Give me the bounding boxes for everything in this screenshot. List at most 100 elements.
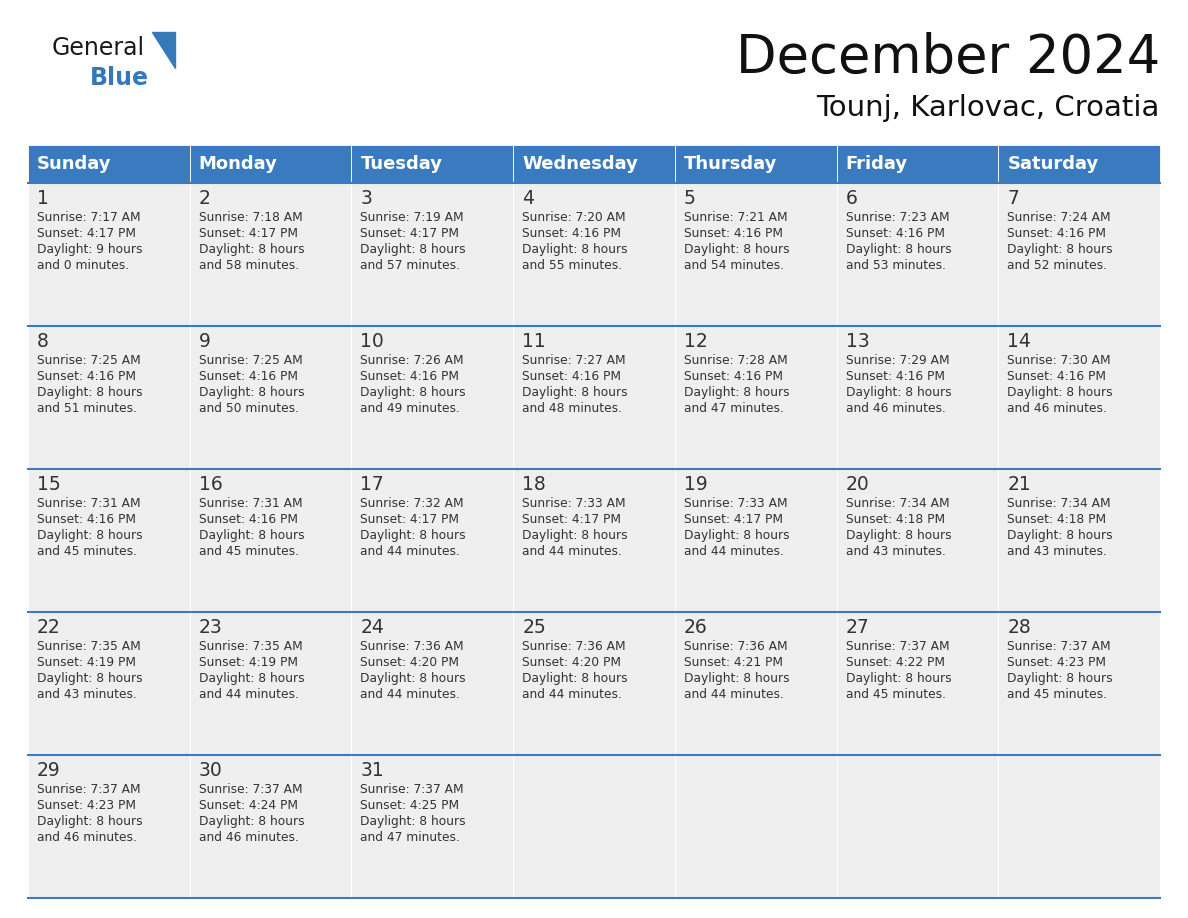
Bar [190,469,352,612]
Text: Sunrise: 7:36 AM: Sunrise: 7:36 AM [684,640,788,653]
Text: 10: 10 [360,332,384,351]
Text: and 44 minutes.: and 44 minutes. [523,545,623,558]
Text: Daylight: 8 hours: Daylight: 8 hours [360,672,466,685]
Text: Sunset: 4:19 PM: Sunset: 4:19 PM [198,656,298,669]
Text: Sunset: 4:17 PM: Sunset: 4:17 PM [523,513,621,526]
Text: Sunrise: 7:33 AM: Sunrise: 7:33 AM [684,497,788,510]
Bar [998,145,1159,183]
Bar [513,145,675,183]
Bar [352,183,513,326]
Text: Sunset: 4:17 PM: Sunset: 4:17 PM [360,513,460,526]
Bar [29,612,190,755]
Text: Sunrise: 7:27 AM: Sunrise: 7:27 AM [523,354,626,367]
Bar [190,755,352,898]
Text: Sunrise: 7:28 AM: Sunrise: 7:28 AM [684,354,788,367]
Text: 22: 22 [37,618,61,637]
Text: Daylight: 8 hours: Daylight: 8 hours [523,529,627,542]
Text: Sunrise: 7:23 AM: Sunrise: 7:23 AM [846,211,949,224]
Text: 4: 4 [523,189,535,208]
Bar [998,755,1159,898]
Text: and 45 minutes.: and 45 minutes. [846,688,946,701]
Text: and 46 minutes.: and 46 minutes. [37,831,137,844]
Text: Daylight: 8 hours: Daylight: 8 hours [523,386,627,399]
Text: and 45 minutes.: and 45 minutes. [37,545,137,558]
Bar [998,183,1159,326]
Bar [190,612,352,755]
Text: Sunset: 4:25 PM: Sunset: 4:25 PM [360,799,460,812]
Text: Wednesday: Wednesday [523,155,638,173]
Text: Sunrise: 7:36 AM: Sunrise: 7:36 AM [523,640,626,653]
Text: Sunrise: 7:33 AM: Sunrise: 7:33 AM [523,497,626,510]
Text: Sunset: 4:16 PM: Sunset: 4:16 PM [360,370,460,383]
Text: Sunrise: 7:30 AM: Sunrise: 7:30 AM [1007,354,1111,367]
Text: Sunrise: 7:34 AM: Sunrise: 7:34 AM [846,497,949,510]
Bar [190,183,352,326]
Text: General: General [52,36,145,60]
Text: 26: 26 [684,618,708,637]
Bar [675,145,836,183]
Text: Sunrise: 7:25 AM: Sunrise: 7:25 AM [198,354,303,367]
Text: and 53 minutes.: and 53 minutes. [846,259,946,272]
Bar [836,183,998,326]
Text: Sunset: 4:16 PM: Sunset: 4:16 PM [198,370,298,383]
Text: Sunset: 4:16 PM: Sunset: 4:16 PM [684,227,783,240]
Text: Sunset: 4:17 PM: Sunset: 4:17 PM [684,513,783,526]
Text: Daylight: 8 hours: Daylight: 8 hours [198,243,304,256]
Bar [29,469,190,612]
Text: Monday: Monday [198,155,278,173]
Text: Sunrise: 7:37 AM: Sunrise: 7:37 AM [360,783,465,796]
Text: and 44 minutes.: and 44 minutes. [198,688,298,701]
Text: Sunset: 4:16 PM: Sunset: 4:16 PM [37,513,135,526]
Text: and 45 minutes.: and 45 minutes. [1007,688,1107,701]
Bar [29,183,190,326]
Text: Sunrise: 7:37 AM: Sunrise: 7:37 AM [198,783,302,796]
Text: and 44 minutes.: and 44 minutes. [360,688,460,701]
Text: Sunrise: 7:25 AM: Sunrise: 7:25 AM [37,354,140,367]
Text: Daylight: 8 hours: Daylight: 8 hours [523,243,627,256]
Text: Daylight: 8 hours: Daylight: 8 hours [198,815,304,828]
Text: Sunset: 4:16 PM: Sunset: 4:16 PM [523,227,621,240]
Text: Daylight: 8 hours: Daylight: 8 hours [360,243,466,256]
Text: Daylight: 8 hours: Daylight: 8 hours [846,243,952,256]
Text: and 54 minutes.: and 54 minutes. [684,259,784,272]
Text: and 52 minutes.: and 52 minutes. [1007,259,1107,272]
Text: 31: 31 [360,761,384,780]
Text: Sunrise: 7:17 AM: Sunrise: 7:17 AM [37,211,140,224]
Bar [29,326,190,469]
Text: Sunset: 4:18 PM: Sunset: 4:18 PM [1007,513,1106,526]
Text: 1: 1 [37,189,49,208]
Text: and 49 minutes.: and 49 minutes. [360,402,460,415]
Text: Daylight: 8 hours: Daylight: 8 hours [1007,243,1113,256]
Text: Sunrise: 7:34 AM: Sunrise: 7:34 AM [1007,497,1111,510]
Text: Sunrise: 7:37 AM: Sunrise: 7:37 AM [37,783,140,796]
Text: Blue: Blue [90,66,148,90]
Bar [352,755,513,898]
Text: Sunset: 4:17 PM: Sunset: 4:17 PM [198,227,298,240]
Text: and 58 minutes.: and 58 minutes. [198,259,299,272]
Text: Sunset: 4:20 PM: Sunset: 4:20 PM [523,656,621,669]
Text: and 47 minutes.: and 47 minutes. [360,831,460,844]
Text: 11: 11 [523,332,546,351]
Text: Daylight: 8 hours: Daylight: 8 hours [37,672,143,685]
Text: Sunset: 4:16 PM: Sunset: 4:16 PM [1007,370,1106,383]
Text: Sunset: 4:16 PM: Sunset: 4:16 PM [684,370,783,383]
Bar [29,145,190,183]
Text: Sunrise: 7:35 AM: Sunrise: 7:35 AM [37,640,140,653]
Text: Daylight: 8 hours: Daylight: 8 hours [684,672,790,685]
Bar [352,469,513,612]
Text: Sunrise: 7:24 AM: Sunrise: 7:24 AM [1007,211,1111,224]
Text: 9: 9 [198,332,210,351]
Bar [675,469,836,612]
Text: Sunrise: 7:37 AM: Sunrise: 7:37 AM [846,640,949,653]
Bar [513,183,675,326]
Text: Sunset: 4:16 PM: Sunset: 4:16 PM [1007,227,1106,240]
Text: 13: 13 [846,332,870,351]
Bar [998,326,1159,469]
Bar [513,469,675,612]
Bar [836,612,998,755]
Text: 5: 5 [684,189,696,208]
Text: Sunset: 4:16 PM: Sunset: 4:16 PM [198,513,298,526]
Text: and 43 minutes.: and 43 minutes. [846,545,946,558]
Text: Tounj, Karlovac, Croatia: Tounj, Karlovac, Croatia [816,94,1159,122]
Text: Sunset: 4:19 PM: Sunset: 4:19 PM [37,656,135,669]
